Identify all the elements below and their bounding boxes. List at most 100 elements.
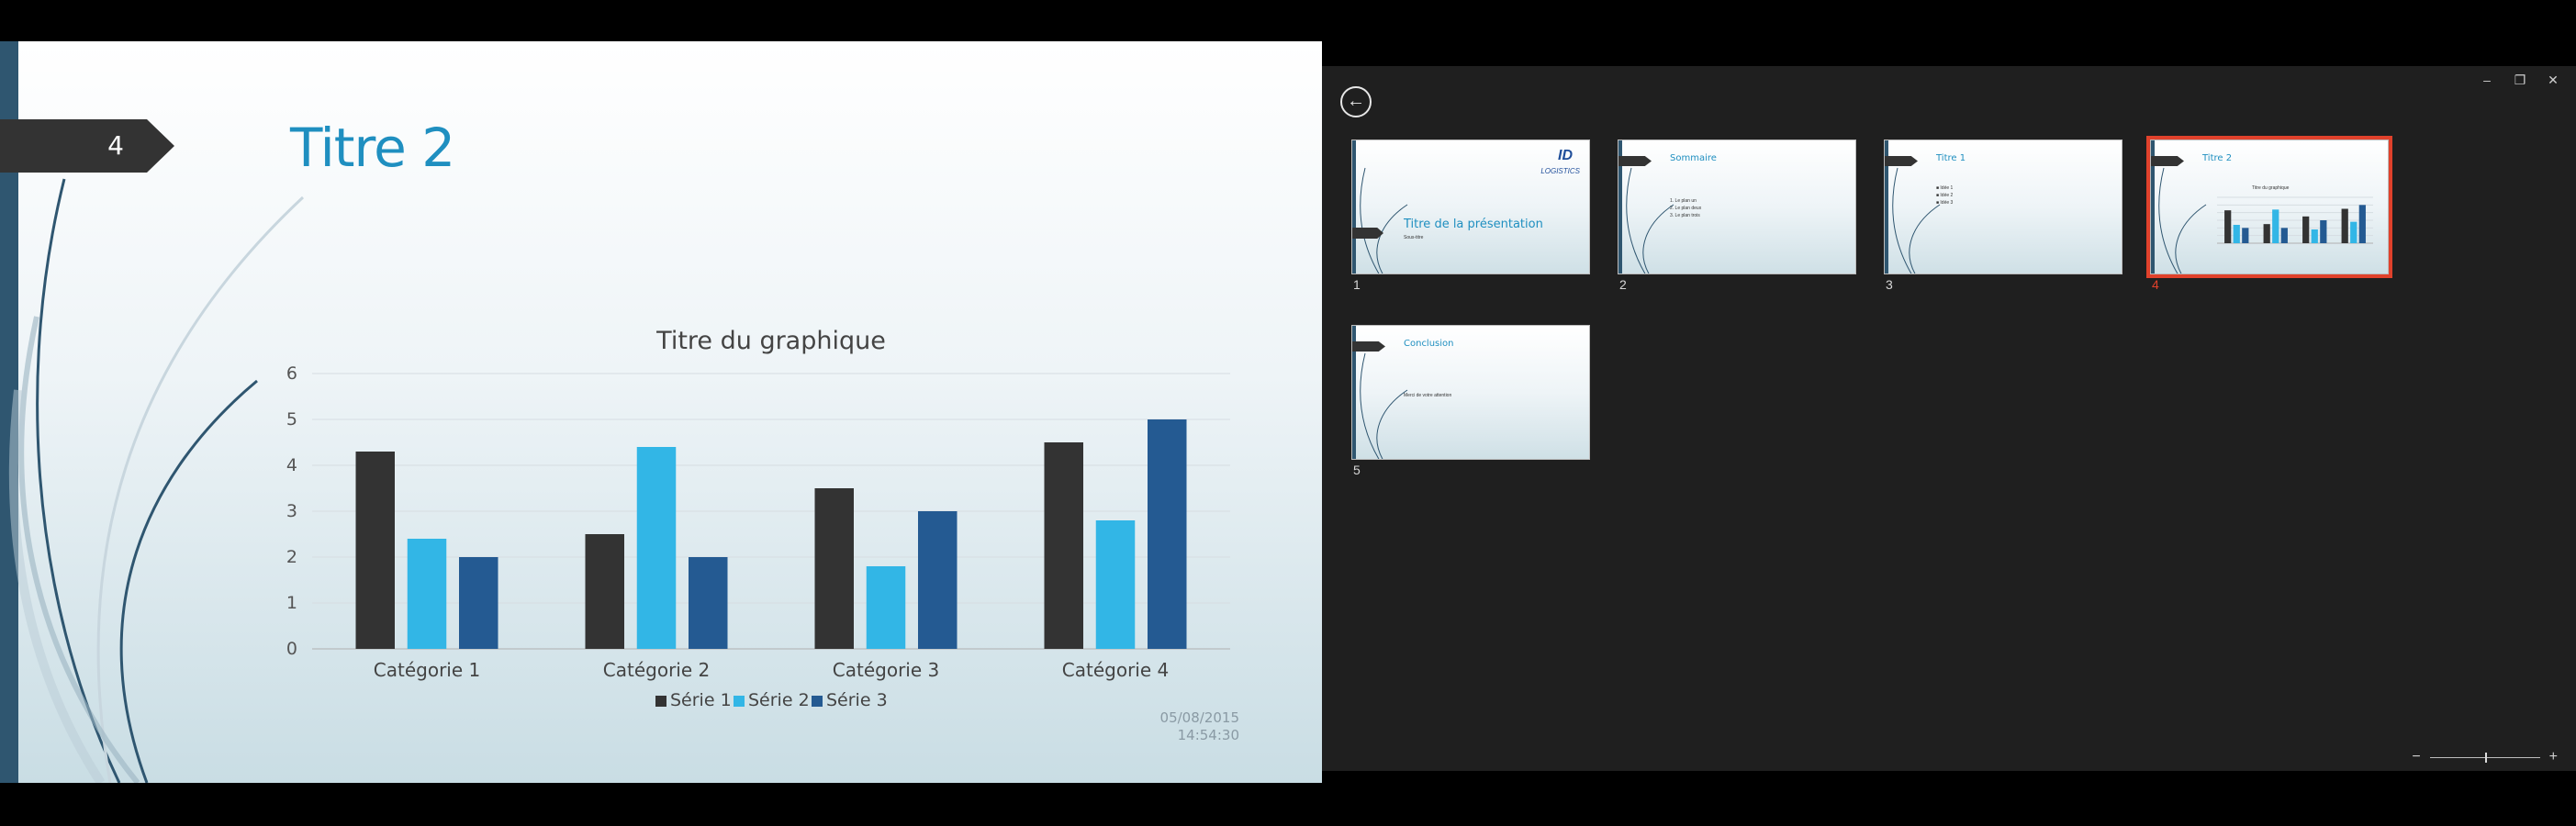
legend-label: Série 1	[670, 690, 732, 710]
slide-thumbnail-5[interactable]: Conclusion Merci de votre attention	[1351, 325, 1590, 460]
bar	[355, 452, 395, 649]
minimize-icon[interactable]: –	[2483, 73, 2491, 87]
bar	[2272, 209, 2279, 243]
legend-swatch	[812, 696, 823, 707]
slide-title: Titre 2	[290, 117, 455, 179]
thumb-logo-text: LOGISTICS	[1540, 167, 1580, 175]
y-tick-label: 4	[286, 455, 297, 475]
y-tick-label: 2	[286, 547, 297, 567]
thumb-logo-id: ID	[1558, 148, 1573, 163]
legend-label: Série 2	[748, 690, 810, 710]
chart-title: Titre du graphique	[655, 327, 886, 355]
bar-chart: Titre du graphique 0 1 2 3 4 5 6 Catégorie 1 Caté…	[286, 327, 1230, 710]
zoom-out-button[interactable]: −	[2412, 749, 2421, 765]
legend-swatch	[734, 696, 745, 707]
decorative-curves	[8, 178, 305, 783]
thumb-accent-bar	[2151, 140, 2155, 273]
bar	[636, 447, 677, 649]
x-tick-label: Catégorie 3	[833, 659, 939, 681]
thumb-curves	[1626, 167, 1674, 273]
thumb-curves	[1360, 352, 1408, 459]
slide-number: 4	[107, 130, 124, 161]
thumb-line: ■ Idée 1	[1936, 185, 1954, 191]
restore-icon[interactable]: ❐	[2514, 73, 2526, 87]
thumbnail-number-5: 5	[1353, 463, 1361, 477]
footer-date: 05/08/2015	[1159, 709, 1239, 726]
bar	[407, 539, 447, 649]
y-tick-label: 5	[286, 409, 297, 430]
slide-sorter-panel: – ❐ ✕ ← ID LOGISTICS Titre de la présent…	[1322, 66, 2576, 771]
thumbnail-number-1: 1	[1353, 277, 1361, 292]
window-controls: – ❐ ✕	[2477, 70, 2563, 90]
thumb-line: 2. Le plan deux	[1670, 206, 1702, 211]
bar	[2358, 205, 2366, 243]
thumb-title: Titre 2	[2202, 153, 2233, 163]
zoom-in-button[interactable]: +	[2548, 749, 2558, 765]
bar	[1148, 419, 1187, 649]
bar	[2320, 220, 2327, 243]
zoom-control: − +	[2412, 749, 2558, 765]
bar	[2224, 210, 2232, 243]
y-tick-label: 6	[286, 363, 297, 384]
bar	[2263, 224, 2270, 243]
thumb-curves	[1360, 167, 1408, 273]
slide-thumbnail-2[interactable]: Sommaire 1. Le plan un 2. Le plan deux 3…	[1618, 140, 1856, 274]
back-arrow-icon[interactable]: ←	[1340, 86, 1372, 117]
thumbnail-number-3: 3	[1886, 277, 1893, 292]
slide-number-tag: 4	[0, 119, 174, 173]
bar	[2350, 221, 2358, 243]
bar	[866, 566, 906, 649]
close-icon[interactable]: ✕	[2548, 73, 2559, 87]
bar	[689, 557, 728, 649]
thumb-curves	[1892, 167, 1941, 273]
thumb-line: ■ Idée 2	[1936, 193, 1954, 198]
zoom-slider-thumb[interactable]	[2484, 752, 2487, 763]
thumb-line: Merci de votre attention	[1404, 393, 1452, 398]
bar	[1095, 520, 1136, 649]
slide-left-accent-bar	[0, 41, 18, 783]
thumb-tag	[1885, 156, 1918, 166]
thumb-mini-chart	[2217, 196, 2373, 244]
thumb-line: 3. Le plan trois	[1670, 213, 1700, 218]
y-tick-label: 3	[286, 501, 297, 521]
slide-thumbnail-1[interactable]: ID LOGISTICS Titre de la présentation So…	[1351, 140, 1590, 274]
thumb-accent-bar	[1352, 140, 1356, 273]
thumb-subtitle: Sous-titre	[1404, 235, 1424, 240]
thumb-tag	[1352, 228, 1383, 239]
bar	[918, 511, 958, 649]
y-tick-label: 0	[286, 639, 297, 659]
current-slide: 4 Titre 2 Titre du graphique 0 1 2 3 4 5 6 Catég…	[0, 41, 1322, 783]
thumb-curves	[2158, 167, 2207, 273]
bar	[2242, 228, 2249, 243]
zoom-slider[interactable]	[2429, 752, 2540, 763]
bar	[459, 557, 498, 649]
legend-swatch	[655, 696, 666, 707]
bar	[2233, 225, 2240, 243]
bar	[814, 488, 854, 649]
x-tick-label: Catégorie 1	[374, 659, 480, 681]
legend-label: Série 3	[826, 690, 888, 710]
x-tick-label: Catégorie 4	[1062, 659, 1169, 681]
footer-time: 14:54:30	[1177, 727, 1239, 743]
thumb-title: Titre 1	[1936, 153, 1966, 163]
thumbnail-number-2: 2	[1619, 277, 1627, 292]
bar	[585, 534, 624, 649]
thumb-accent-bar	[1885, 140, 1888, 273]
thumb-line: 1. Le plan un	[1670, 198, 1697, 204]
thumb-chart-title: Titre du graphique	[2252, 185, 2290, 191]
thumb-title: Titre de la présentation	[1404, 218, 1543, 231]
thumb-title: Sommaire	[1670, 153, 1717, 163]
slide-footer-datetime: 05/08/2015 14:54:30	[1160, 709, 1239, 744]
bar	[2302, 216, 2310, 243]
bar	[2311, 229, 2318, 243]
thumb-tag	[2151, 156, 2184, 166]
thumb-title: Conclusion	[1404, 339, 1454, 349]
thumb-line: ■ Idée 3	[1936, 200, 1954, 206]
thumb-accent-bar	[1352, 326, 1356, 459]
slide-thumbnail-3[interactable]: Titre 1 ■ Idée 1 ■ Idée 2 ■ Idée 3	[1884, 140, 2122, 274]
thumb-accent-bar	[1618, 140, 1622, 273]
bar	[2280, 228, 2288, 243]
thumb-tag	[1618, 156, 1652, 166]
slide-thumbnail-4[interactable]: Titre 2 Titre du graphique	[2146, 136, 2392, 278]
bar	[1044, 442, 1083, 649]
